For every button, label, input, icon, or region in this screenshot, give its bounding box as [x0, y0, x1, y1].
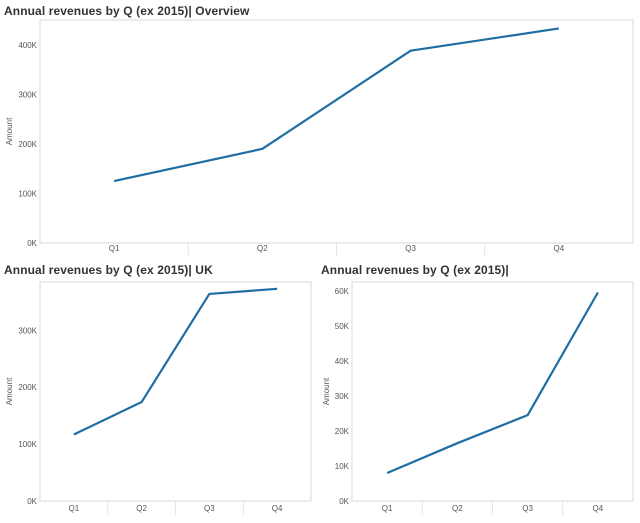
y-tick-label: 0K — [339, 497, 349, 506]
x-tick-label: Q3 — [405, 244, 416, 253]
plot-frame-uk — [39, 281, 312, 502]
chart-title-overview: Annual revenues by Q (ex 2015)| Overview — [4, 4, 250, 18]
x-tick-label: Q4 — [272, 504, 283, 513]
y-tick-label: 50K — [335, 322, 350, 331]
series-line-other — [386, 291, 599, 474]
y-axis-label: Amount — [5, 377, 14, 405]
series-line-overview — [113, 27, 560, 183]
x-tick-label: Q2 — [452, 504, 463, 513]
y-tick-label: 200K — [18, 383, 37, 392]
x-tick-label: Q1 — [69, 504, 80, 513]
plot-frame-other — [351, 281, 634, 502]
y-tick-label: 300K — [18, 326, 37, 335]
y-tick-label: 100K — [18, 189, 37, 198]
x-tick-label: Q2 — [257, 244, 268, 253]
plot-frame-overview — [39, 19, 634, 244]
y-tick-label: 0K — [27, 239, 37, 248]
y-tick-label: 60K — [335, 287, 350, 296]
y-tick-label: 300K — [18, 90, 37, 99]
y-tick-label: 100K — [18, 440, 37, 449]
chart-title-other: Annual revenues by Q (ex 2015)| — [321, 263, 509, 277]
x-tick-label: Q1 — [382, 504, 393, 513]
y-tick-label: 20K — [335, 427, 350, 436]
series-line-uk — [73, 287, 278, 436]
y-tick-label: 0K — [27, 497, 37, 506]
y-tick-label: 10K — [335, 462, 350, 471]
x-tick-label: Q3 — [204, 504, 215, 513]
x-tick-label: Q4 — [554, 244, 565, 253]
x-tick-label: Q2 — [136, 504, 147, 513]
x-tick-label: Q3 — [522, 504, 533, 513]
x-tick-label: Q4 — [593, 504, 604, 513]
y-tick-label: 40K — [335, 357, 350, 366]
y-axis-label: Amount — [322, 377, 331, 405]
y-axis-label: Amount — [5, 117, 14, 145]
y-tick-label: 400K — [18, 41, 37, 50]
chart-title-uk: Annual revenues by Q (ex 2015)| UK — [4, 263, 213, 277]
y-tick-label: 200K — [18, 140, 37, 149]
x-tick-label: Q1 — [109, 244, 120, 253]
y-tick-label: 30K — [335, 392, 350, 401]
